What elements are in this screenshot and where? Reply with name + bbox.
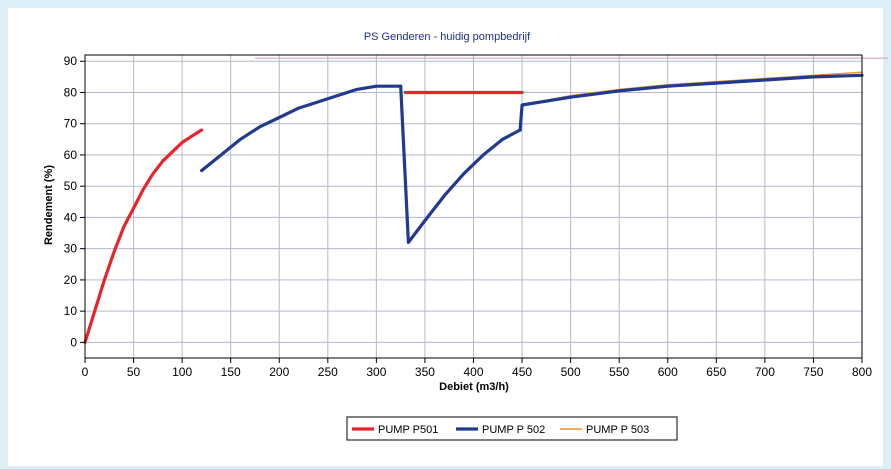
y-tick-label: 20 xyxy=(64,273,78,287)
x-tick-label: 50 xyxy=(127,365,141,379)
x-tick-label: 250 xyxy=(318,365,338,379)
y-axis-title: Rendement (%) xyxy=(43,165,55,245)
x-tick-label: 350 xyxy=(415,365,435,379)
x-tick-label: 750 xyxy=(803,365,823,379)
legend-label-pump-p-503: PUMP P 503 xyxy=(586,424,649,436)
series-layer xyxy=(83,71,864,344)
series-line-pump-p501 xyxy=(83,128,204,344)
x-tick-label: 300 xyxy=(366,365,386,379)
y-tick-label: 0 xyxy=(70,335,77,349)
grid xyxy=(84,55,863,358)
legend-label-pump-p-502: PUMP P 502 xyxy=(482,424,545,436)
x-tick-label: 100 xyxy=(172,365,192,379)
x-tick-label: 650 xyxy=(706,365,726,379)
x-tick-label: 400 xyxy=(463,365,483,379)
x-tick-label: 450 xyxy=(512,365,532,379)
y-tick-label: 30 xyxy=(64,242,78,256)
y-axis-ticks: 0 10 20 30 40 50 60 70 80 90 xyxy=(64,54,85,349)
x-tick-label: 700 xyxy=(755,365,775,379)
y-tick-label: 50 xyxy=(64,179,78,193)
y-tick-label: 80 xyxy=(64,85,78,99)
legend: PUMP P501 PUMP P 502 PUMP P 503 xyxy=(346,416,678,441)
chart-title: PS Genderen - huidig pompbedrijf xyxy=(364,31,531,43)
chart-panel xyxy=(8,8,883,466)
x-axis-title: Debiet (m3/h) xyxy=(439,381,509,393)
y-tick-label: 10 xyxy=(64,304,78,318)
y-tick-label: 60 xyxy=(64,148,78,162)
x-tick-label: 600 xyxy=(658,365,678,379)
x-tick-label: 550 xyxy=(609,365,629,379)
x-tick-label: 0 xyxy=(82,365,89,379)
y-tick-label: 70 xyxy=(64,117,78,131)
series-line-pump-p-502 xyxy=(399,84,522,244)
y-tick-label: 90 xyxy=(64,54,78,68)
series-line-pump-p-502 xyxy=(200,84,403,173)
legend-label-pump-p501: PUMP P501 xyxy=(378,424,438,436)
x-axis-ticks: 0 50 100 150 200 250 300 350 400 450 500 550 600 650 7… xyxy=(82,358,872,379)
legend-box xyxy=(346,416,678,441)
series-line-pump-p-502 xyxy=(518,73,864,132)
x-tick-label: 200 xyxy=(269,365,289,379)
y-tick-label: 40 xyxy=(64,210,78,224)
x-tick-label: 150 xyxy=(221,365,241,379)
x-tick-label: 500 xyxy=(561,365,581,379)
x-tick-label: 800 xyxy=(852,365,872,379)
